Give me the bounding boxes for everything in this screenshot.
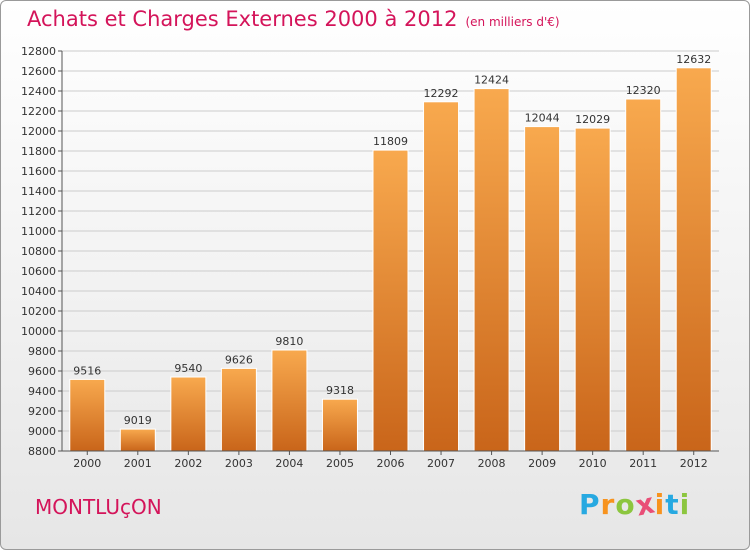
x-tick-label: 2007 bbox=[427, 457, 455, 470]
bar bbox=[69, 378, 106, 452]
data-label: 12292 bbox=[424, 87, 459, 100]
y-tick-label: 9400 bbox=[28, 385, 56, 398]
x-tick-label: 2003 bbox=[225, 457, 253, 470]
data-label: 12029 bbox=[575, 113, 610, 126]
y-tick-label: 11200 bbox=[21, 205, 56, 218]
logo-letter: i bbox=[654, 488, 666, 521]
bar bbox=[524, 126, 561, 452]
x-tick-label: 2001 bbox=[124, 457, 152, 470]
x-tick-label: 2009 bbox=[528, 457, 556, 470]
data-label: 11809 bbox=[373, 135, 408, 148]
y-tick-label: 9600 bbox=[28, 365, 56, 378]
commune-name: MONTLUçON bbox=[35, 495, 162, 519]
bar bbox=[372, 149, 409, 452]
bar bbox=[220, 367, 257, 452]
y-tick-label: 11000 bbox=[21, 225, 56, 238]
bar bbox=[119, 428, 156, 452]
y-tick-label: 9200 bbox=[28, 405, 56, 418]
x-tick-label: 2004 bbox=[275, 457, 303, 470]
bar bbox=[473, 88, 510, 452]
y-tick-label: 11600 bbox=[21, 165, 56, 178]
y-tick-label: 12400 bbox=[21, 85, 56, 98]
x-tick-label: 2005 bbox=[326, 457, 354, 470]
data-label: 12044 bbox=[525, 112, 560, 125]
x-tick-label: 2012 bbox=[680, 457, 708, 470]
bar bbox=[271, 349, 308, 452]
bar bbox=[625, 98, 662, 452]
chart-title: Achats et Charges Externes 2000 à 2012 (e… bbox=[27, 7, 560, 31]
logo-letter: t bbox=[665, 488, 680, 521]
y-tick-label: 10800 bbox=[21, 245, 56, 258]
proxiti-logo: Proxiti bbox=[579, 486, 691, 522]
logo-letter: i bbox=[679, 488, 691, 521]
x-tick-label: 2008 bbox=[478, 457, 506, 470]
logo-letter: P bbox=[579, 488, 601, 521]
data-label: 9318 bbox=[326, 384, 354, 397]
bar bbox=[574, 127, 611, 452]
axes: 8800 9000 9200 9400 9600 9800 10000 10200 10400 1… bbox=[21, 45, 719, 470]
data-label: 12424 bbox=[474, 74, 509, 87]
data-label: 12320 bbox=[626, 84, 661, 97]
bar bbox=[675, 67, 712, 452]
y-tick-label: 12200 bbox=[21, 105, 56, 118]
y-tick-label: 10200 bbox=[21, 305, 56, 318]
data-labels: 9516 9019 9540 9626 9810 9318 11809 12292 12424 1… bbox=[73, 53, 711, 427]
x-tick-label: 2006 bbox=[377, 457, 405, 470]
y-tick-label: 10400 bbox=[21, 285, 56, 298]
y-tick-label: 12800 bbox=[21, 45, 56, 58]
bar bbox=[423, 101, 460, 452]
bars bbox=[69, 67, 712, 452]
data-label: 9810 bbox=[275, 335, 303, 348]
y-tick-label: 10000 bbox=[21, 325, 56, 338]
chart-subtitle: (en milliers d'€) bbox=[465, 15, 560, 29]
y-tick-label: 8800 bbox=[28, 445, 56, 458]
y-tick-label: 12600 bbox=[21, 65, 56, 78]
logo-letter: o bbox=[615, 488, 636, 521]
data-label: 9019 bbox=[124, 414, 152, 427]
chart-title-text: Achats et Charges Externes 2000 à 2012 bbox=[27, 7, 458, 31]
data-label: 9516 bbox=[73, 364, 101, 377]
data-label: 12632 bbox=[676, 53, 711, 66]
bar bbox=[170, 376, 207, 452]
logo-letter: r bbox=[600, 488, 616, 521]
data-label: 9540 bbox=[174, 362, 202, 375]
x-tick-label: 2000 bbox=[73, 457, 101, 470]
y-tick-label: 11400 bbox=[21, 185, 56, 198]
x-tick-label: 2010 bbox=[579, 457, 607, 470]
y-tick-label: 9000 bbox=[28, 425, 56, 438]
data-label: 9626 bbox=[225, 353, 253, 366]
y-tick-label: 9800 bbox=[28, 345, 56, 358]
bar bbox=[321, 398, 358, 452]
y-tick-label: 11800 bbox=[21, 145, 56, 158]
y-tick-label: 10600 bbox=[21, 265, 56, 278]
x-tick-label: 2011 bbox=[629, 457, 657, 470]
x-tick-label: 2002 bbox=[174, 457, 202, 470]
y-tick-label: 12000 bbox=[21, 125, 56, 138]
